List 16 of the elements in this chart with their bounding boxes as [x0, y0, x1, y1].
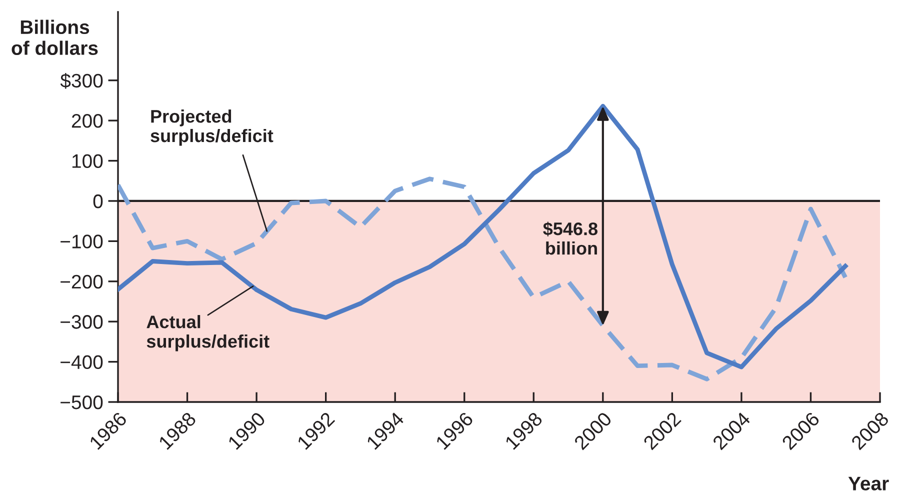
y-tick-label: −300	[60, 315, 103, 329]
y-tick-label: 100	[72, 154, 103, 168]
line-series	[118, 104, 848, 370]
y-tick-label: 0	[93, 194, 103, 208]
y-tick-label: −400	[60, 355, 103, 370]
y-tick-label: −200	[60, 274, 103, 289]
y-tick-label: −100	[60, 234, 103, 248]
annotation: Projected surplus/deficit	[150, 110, 274, 146]
annotation: $546.8 billion	[543, 222, 598, 255]
y-axis-title: Billions of dollars	[12, 20, 98, 55]
x-axis-title: Year	[848, 476, 889, 490]
line-series	[118, 176, 848, 382]
y-tick-label: $300	[60, 73, 103, 89]
annotation: Actual surplus/deficit	[146, 315, 270, 352]
y-tick-label: 200	[72, 114, 103, 128]
y-tick-label: −500	[60, 395, 103, 410]
